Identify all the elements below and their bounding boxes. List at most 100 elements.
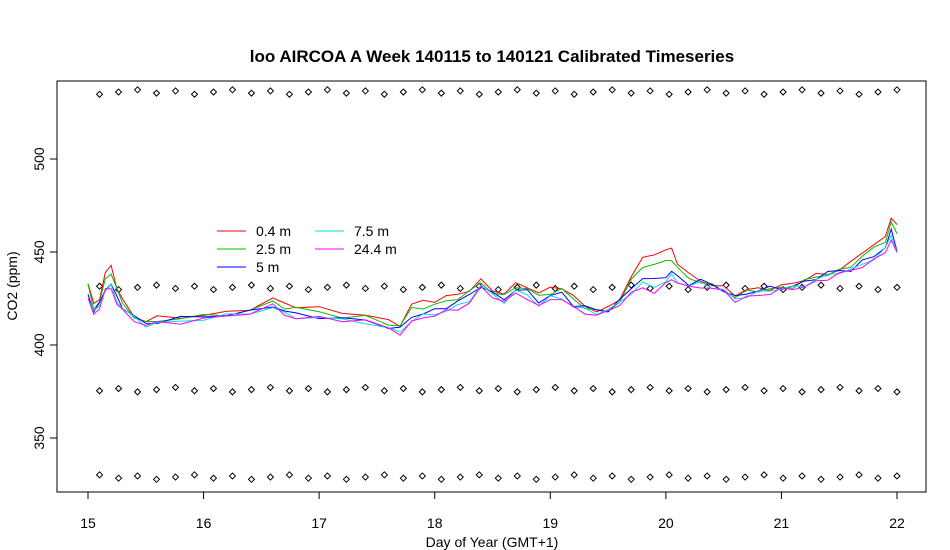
calibration-marker (513, 86, 521, 94)
calibration-marker (760, 90, 768, 98)
calibration-marker (836, 87, 844, 95)
calibration-marker (228, 388, 237, 396)
calibration-marker (285, 282, 294, 290)
legend-item: 24.4 m (315, 241, 397, 257)
y-tick-label: 500 (31, 147, 47, 171)
calibration-marker (133, 86, 142, 94)
calibration-marker (399, 474, 408, 482)
calibration-marker (874, 285, 882, 294)
calibration-marker (893, 388, 901, 396)
calibration-marker (114, 474, 123, 482)
calibration-marker (570, 282, 578, 290)
calibration-marker (399, 88, 408, 96)
calibration-marker (893, 283, 901, 292)
calibration-marker (684, 384, 692, 393)
series-line-24-4-m (87, 238, 898, 336)
calibration-marker (342, 89, 351, 97)
legend: 0.4 m 2.5 m 5 m 7.5 m 24.4 m (217, 223, 397, 275)
calibration-marker (874, 88, 882, 96)
calibration-marker (817, 89, 825, 97)
calibration-marker (133, 388, 142, 396)
calibration-marker (779, 88, 787, 96)
calibration-marker (418, 283, 427, 292)
calibration-marker (190, 282, 199, 290)
calibration-marker (475, 471, 483, 479)
calibration-marker (361, 383, 370, 392)
calibration-marker (475, 90, 483, 98)
calibration-marker (285, 90, 294, 98)
series-line-7-5-m (87, 234, 898, 333)
calibration-marker (570, 471, 578, 479)
y-tick-label: 450 (31, 240, 47, 264)
calibration-marker (266, 383, 275, 392)
calibration-marker (209, 88, 218, 96)
calibration-marker (589, 474, 597, 482)
calibration-marker (741, 284, 749, 293)
calibration-marker (209, 285, 218, 294)
data-series (87, 217, 898, 336)
calibration-marker (741, 383, 749, 392)
calibration-marker (874, 474, 882, 482)
calibration-marker (304, 474, 313, 482)
calibration-marker (266, 87, 275, 95)
series-line-2-5-m (87, 220, 898, 327)
calibration-marker (589, 285, 597, 294)
calibration-marker (817, 281, 825, 289)
calibration-marker (608, 283, 616, 292)
calibration-marker (323, 472, 332, 480)
calibration-marker (171, 383, 180, 392)
calibration-marker (855, 90, 863, 98)
calibration-marker (380, 90, 389, 98)
calibration-marker (608, 472, 616, 480)
calibration-marker (380, 387, 389, 395)
calibration-marker (171, 284, 180, 293)
calibration-marker (703, 472, 711, 480)
calibration-marker (361, 473, 370, 481)
series-line-0-4-m (87, 217, 898, 327)
calibration-marker (570, 90, 578, 98)
calibration-marker (247, 281, 256, 289)
calibration-marker (779, 474, 787, 482)
chart-title: loo AIRCOA A Week 140115 to 140121 Calib… (250, 47, 734, 66)
calibration-marker (247, 89, 256, 97)
calibration-marker (494, 384, 502, 393)
calibration-marker (570, 387, 578, 395)
calibration-marker (741, 87, 749, 95)
calibration-marker (399, 384, 408, 393)
calibration-marker (114, 384, 123, 393)
calibration-marker (190, 471, 199, 479)
calibration-marker (855, 282, 863, 290)
calibration-marker (836, 383, 844, 392)
calibration-marker (266, 284, 275, 293)
calibration-marker (798, 388, 806, 396)
calibration-marker (380, 282, 389, 290)
calibration-marker (874, 384, 882, 393)
calibration-marker (323, 388, 332, 396)
calibration-marker (798, 283, 806, 292)
calibration-marker (437, 89, 446, 97)
calibration-marker (836, 473, 844, 481)
calibration-marker (152, 385, 161, 394)
calibration-marker (114, 88, 123, 96)
calibration-marker (418, 472, 427, 480)
y-axis-title: CO2 (ppm) (4, 251, 20, 320)
y-tick-label: 350 (31, 426, 47, 450)
x-tick-label: 20 (658, 515, 674, 531)
legend-item: 5 m (217, 259, 279, 275)
calibration-marker (551, 383, 559, 392)
calibration-marker (798, 472, 806, 480)
calibration-marker (513, 472, 521, 480)
calibration-marker (266, 473, 275, 481)
calibration-marker (684, 88, 692, 96)
calibration-marker (342, 475, 351, 483)
calibration-marker (627, 89, 635, 97)
calibration-marker (323, 283, 332, 292)
calibration-marker (893, 86, 901, 94)
calibration-marker (304, 285, 313, 294)
calibration-marker (152, 89, 161, 97)
series-line-5-m (87, 227, 898, 330)
calibration-marker (779, 384, 787, 393)
calibration-marker (285, 471, 294, 479)
calibration-marker (95, 471, 104, 479)
